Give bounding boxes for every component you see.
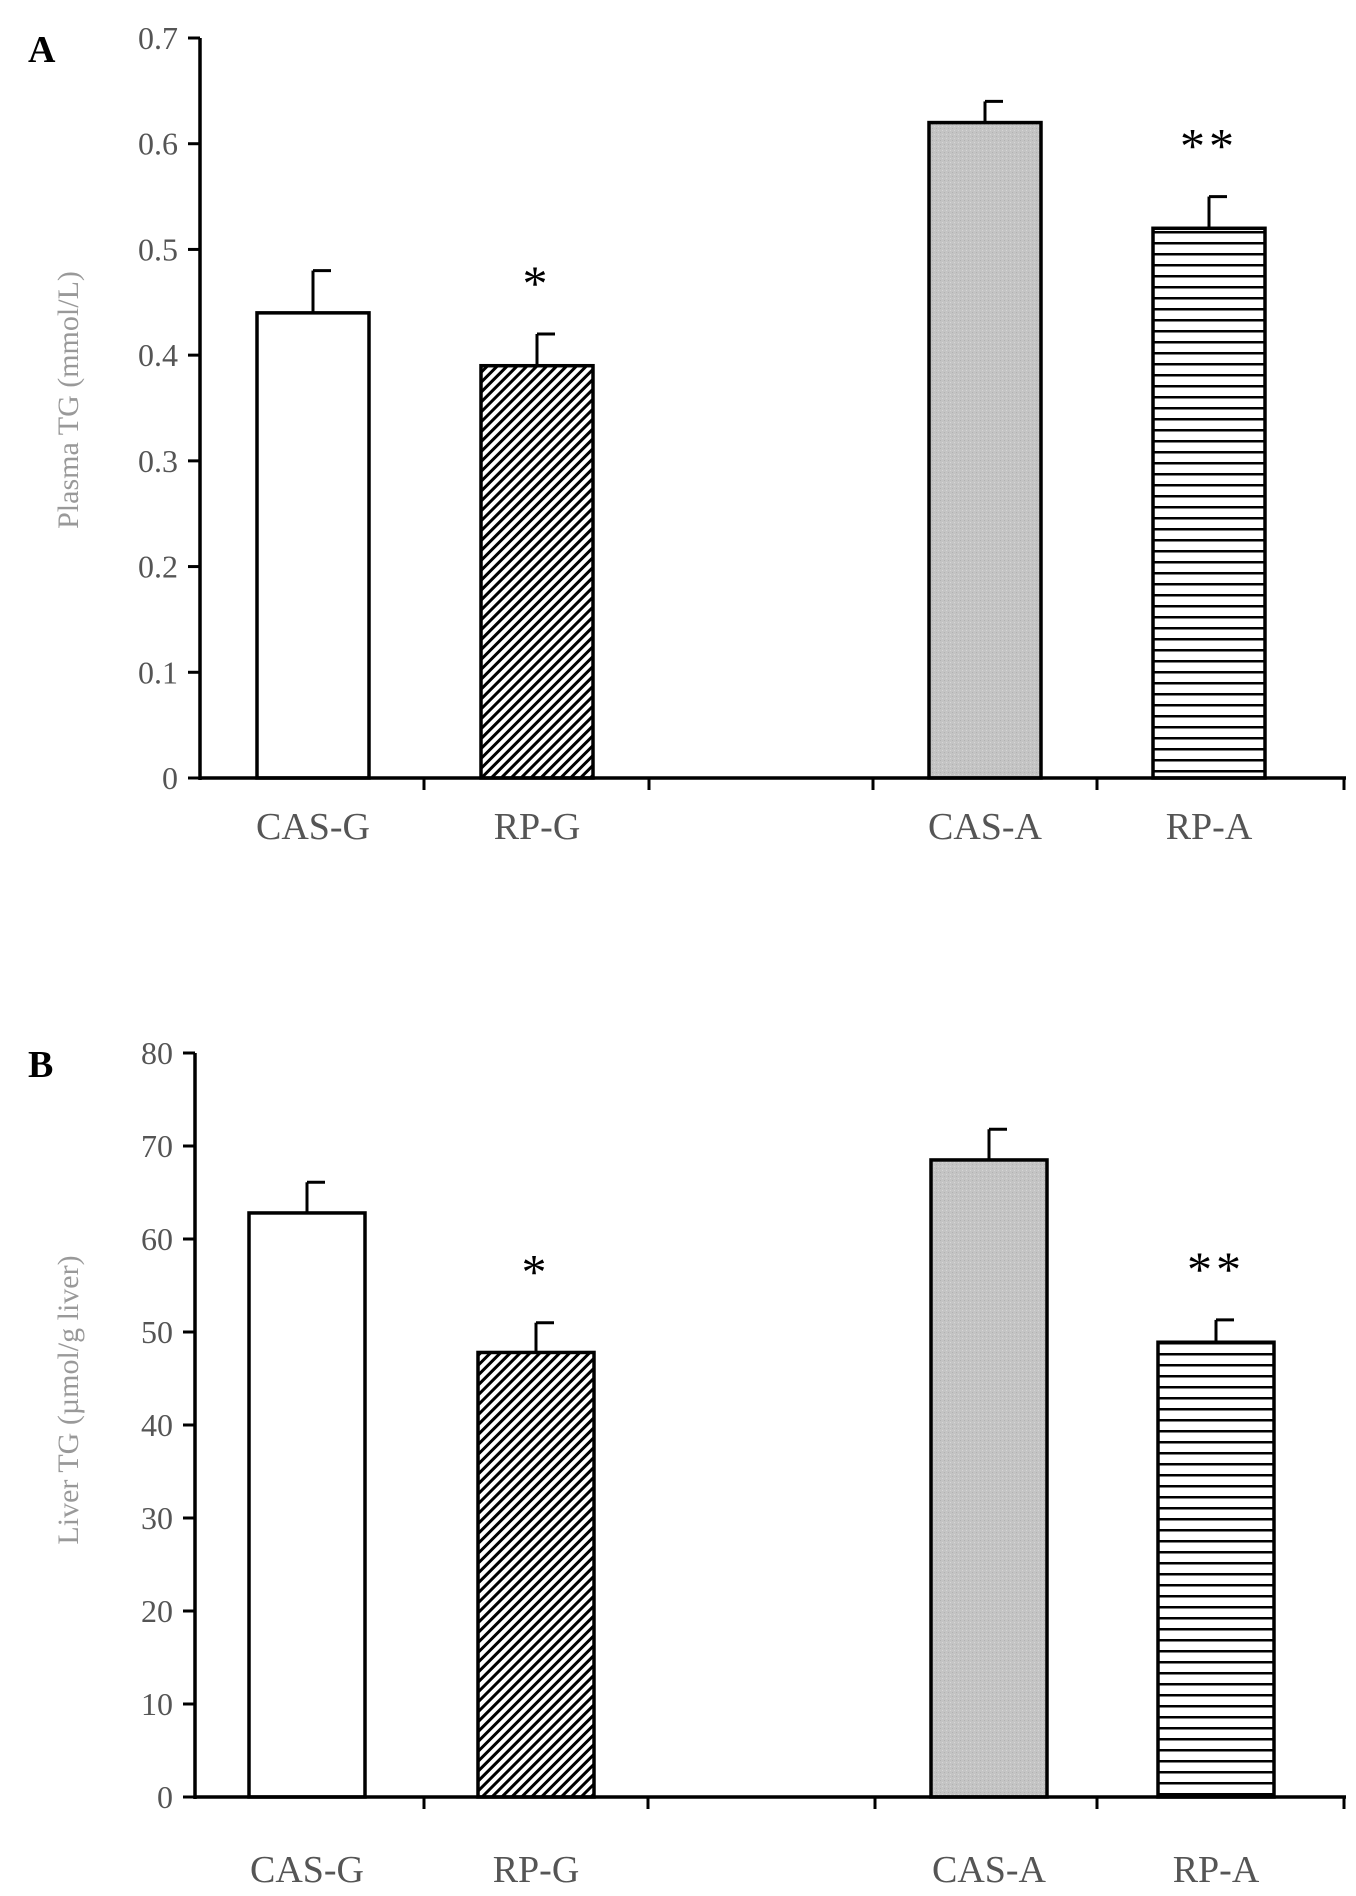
bar-marks: *** <box>247 1127 1276 1799</box>
x-tick-labels: CAS-G RP-G CAS-A RP-A <box>250 1849 1260 1891</box>
bar-rp-a <box>1151 226 1267 780</box>
x-tick-label: CAS-A <box>932 1849 1047 1891</box>
significance-marker: ** <box>1180 118 1238 174</box>
y-tick-label: 0.7 <box>138 20 178 56</box>
y-tick-label: 0.2 <box>138 549 178 585</box>
y-tick-label: 80 <box>141 1035 173 1071</box>
y-tick-label: 40 <box>141 1407 173 1443</box>
bar-cas-a <box>927 120 1043 780</box>
significance-marker: * <box>523 255 552 311</box>
panel-label: B <box>28 1044 53 1086</box>
y-axis-label: Plasma TG (mmol/L) <box>52 271 85 529</box>
y-tick-label: 0.1 <box>138 654 178 690</box>
significance-marker: ** <box>1187 1241 1245 1297</box>
axes <box>183 1051 1346 1809</box>
axes <box>188 36 1346 790</box>
y-tick-label: 0.3 <box>138 443 178 479</box>
bar-marks: *** <box>255 99 1267 780</box>
x-tick-label: CAS-G <box>256 806 370 848</box>
y-axis-label: Liver TG (µmol/g liver) <box>52 1255 85 1544</box>
y-tick-label: 60 <box>141 1221 173 1257</box>
bar-cas-g <box>247 1211 367 1799</box>
y-tick-label: 70 <box>141 1128 173 1164</box>
bar-rp-g <box>479 363 595 780</box>
y-tick-label: 0.6 <box>138 126 178 162</box>
x-tick-label: RP-A <box>1166 806 1253 848</box>
x-tick-labels: CAS-G RP-G CAS-A RP-A <box>256 806 1253 848</box>
bar-cas-g <box>255 311 371 780</box>
bar-rp-g <box>476 1350 596 1799</box>
y-tick-label: 10 <box>141 1686 173 1722</box>
y-tick-label: 0 <box>162 760 178 796</box>
y-tick-label: 20 <box>141 1593 173 1629</box>
significance-marker: * <box>522 1244 551 1300</box>
x-tick-label: CAS-A <box>928 806 1043 848</box>
panel-a: A Plasma TG (mmol/L) 0 0.1 0.2 0.3 0.4 0.5 0.6… <box>28 20 1346 848</box>
y-tick-label: 50 <box>141 1314 173 1350</box>
y-tick-labels: 0 0.1 0.2 0.3 0.4 0.5 0.6 0.7 <box>138 20 178 796</box>
bar-cas-a <box>929 1158 1049 1799</box>
x-tick-label: RP-G <box>493 1849 580 1891</box>
y-tick-labels: 0 10 20 30 40 50 60 70 80 <box>141 1035 173 1815</box>
y-tick-label: 30 <box>141 1500 173 1536</box>
y-tick-label: 0.4 <box>138 337 178 373</box>
x-tick-label: RP-A <box>1173 1849 1260 1891</box>
y-tick-label: 0 <box>157 1779 173 1815</box>
x-tick-label: RP-G <box>494 806 581 848</box>
bar-rp-a <box>1156 1340 1276 1799</box>
x-tick-label: CAS-G <box>250 1849 364 1891</box>
panel-b: B Liver TG (µmol/g liver) 0 10 20 30 40 50 60 7… <box>28 1035 1346 1891</box>
y-tick-label: 0.5 <box>138 231 178 267</box>
panel-label: A <box>28 29 56 71</box>
